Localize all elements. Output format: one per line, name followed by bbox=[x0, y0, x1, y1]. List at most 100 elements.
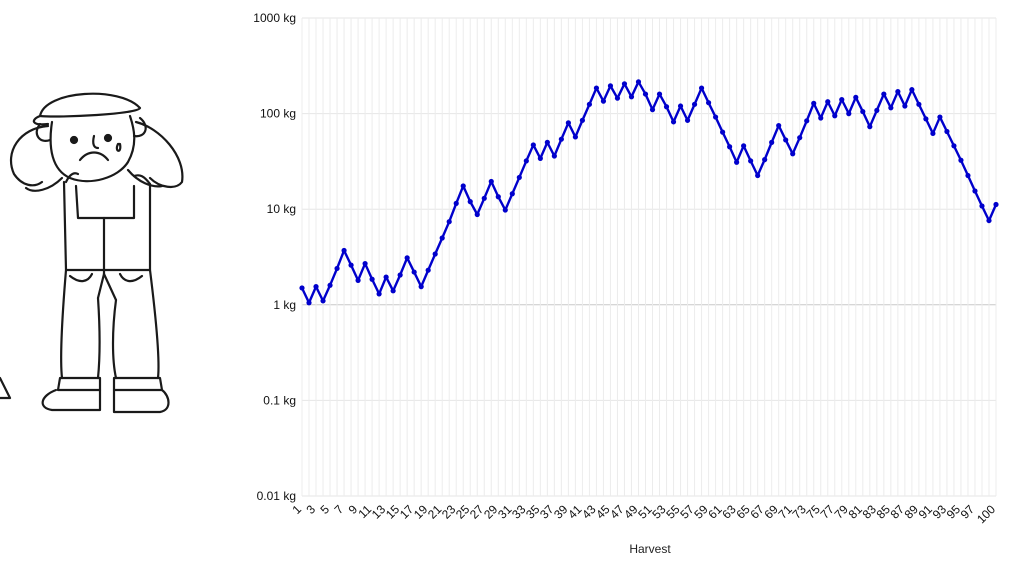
data-point bbox=[839, 97, 845, 103]
y-tick-label: 0.01 kg bbox=[257, 489, 296, 503]
data-point bbox=[748, 158, 754, 164]
data-point bbox=[677, 103, 684, 109]
data-point bbox=[432, 251, 438, 257]
data-point bbox=[495, 194, 501, 200]
data-point bbox=[663, 104, 670, 110]
data-point bbox=[558, 136, 564, 142]
y-tick-label: 1 kg bbox=[273, 298, 296, 312]
data-point bbox=[705, 100, 712, 106]
data-point bbox=[958, 157, 964, 163]
data-point bbox=[811, 100, 817, 106]
x-axis-title: Harvest bbox=[629, 542, 671, 556]
y-gridlines bbox=[302, 17, 996, 497]
data-point bbox=[327, 282, 333, 288]
data-point bbox=[376, 291, 382, 297]
data-point bbox=[670, 119, 677, 125]
data-point bbox=[523, 158, 529, 164]
data-point bbox=[474, 211, 480, 218]
data-point bbox=[404, 255, 410, 261]
data-point bbox=[755, 172, 761, 179]
data-point bbox=[481, 195, 487, 201]
data-point bbox=[460, 183, 466, 189]
data-point bbox=[348, 262, 354, 268]
data-point bbox=[741, 143, 747, 149]
data-point bbox=[909, 87, 915, 93]
data-point bbox=[614, 95, 621, 101]
data-point bbox=[881, 91, 887, 97]
y-tick-label: 0.1 kg bbox=[263, 393, 296, 407]
data-point bbox=[797, 135, 803, 141]
x-tick-label: 3 bbox=[304, 502, 319, 517]
series-harvest bbox=[299, 79, 999, 306]
data-point bbox=[537, 155, 543, 161]
y-axis-tick-labels: 0.01 kg 0.1 kg 1 kg 10 kg 100 kg 1000 kg bbox=[253, 11, 296, 503]
data-point bbox=[888, 105, 894, 111]
data-point bbox=[769, 139, 775, 145]
data-point bbox=[320, 298, 326, 304]
data-point bbox=[937, 114, 943, 120]
data-point bbox=[502, 207, 508, 213]
data-point bbox=[972, 188, 978, 194]
data-point bbox=[649, 107, 656, 113]
data-point bbox=[979, 203, 985, 209]
data-point bbox=[425, 267, 431, 273]
data-point bbox=[853, 94, 859, 100]
data-point bbox=[551, 153, 557, 159]
data-point bbox=[923, 116, 929, 122]
x-tick-label: 97 bbox=[958, 502, 978, 522]
x-tick-label: 7 bbox=[332, 502, 347, 517]
data-point bbox=[383, 274, 389, 280]
data-point bbox=[642, 91, 649, 97]
data-point bbox=[418, 284, 424, 290]
data-point bbox=[390, 288, 396, 294]
series-line bbox=[300, 80, 998, 304]
y-tick-label: 10 kg bbox=[267, 202, 296, 216]
x-tick-label: 100 bbox=[974, 502, 998, 526]
data-point bbox=[986, 217, 992, 224]
data-point bbox=[698, 85, 705, 91]
data-point bbox=[895, 88, 901, 95]
data-point bbox=[446, 219, 452, 225]
data-point bbox=[488, 178, 494, 185]
data-point bbox=[944, 128, 950, 135]
data-point bbox=[341, 247, 347, 254]
data-point bbox=[712, 114, 719, 120]
data-point bbox=[656, 91, 663, 97]
data-point bbox=[965, 172, 971, 179]
data-point bbox=[586, 101, 593, 107]
data-point bbox=[916, 101, 922, 107]
y-tick-label: 1000 kg bbox=[253, 11, 296, 25]
data-point bbox=[776, 122, 782, 129]
data-point bbox=[762, 157, 768, 163]
data-point bbox=[593, 85, 600, 91]
x-axis-tick-labels: 1 3 5 7 911131517192123252729313335373941434… bbox=[289, 502, 998, 526]
data-point bbox=[411, 269, 417, 275]
data-point bbox=[453, 200, 459, 206]
data-point bbox=[902, 103, 908, 109]
data-point bbox=[530, 142, 536, 148]
x-tick-label: 1 bbox=[289, 502, 304, 517]
data-point bbox=[691, 101, 698, 107]
data-point bbox=[867, 124, 873, 130]
data-point bbox=[579, 117, 586, 123]
data-point bbox=[439, 235, 445, 241]
data-point bbox=[825, 99, 831, 105]
data-point bbox=[930, 130, 936, 137]
data-point bbox=[572, 134, 578, 140]
data-point bbox=[369, 276, 375, 282]
data-point bbox=[313, 284, 319, 290]
data-point bbox=[734, 159, 740, 165]
data-point bbox=[993, 201, 999, 208]
data-point bbox=[860, 108, 866, 115]
data-point bbox=[628, 94, 635, 100]
farmer-illustration bbox=[0, 92, 184, 414]
data-point bbox=[790, 151, 796, 157]
data-point bbox=[804, 118, 810, 124]
data-point bbox=[951, 143, 957, 149]
data-point bbox=[355, 277, 361, 283]
data-point bbox=[334, 265, 340, 272]
data-point bbox=[516, 174, 522, 181]
data-point bbox=[720, 129, 726, 135]
data-point bbox=[846, 111, 852, 117]
data-point bbox=[684, 117, 691, 123]
